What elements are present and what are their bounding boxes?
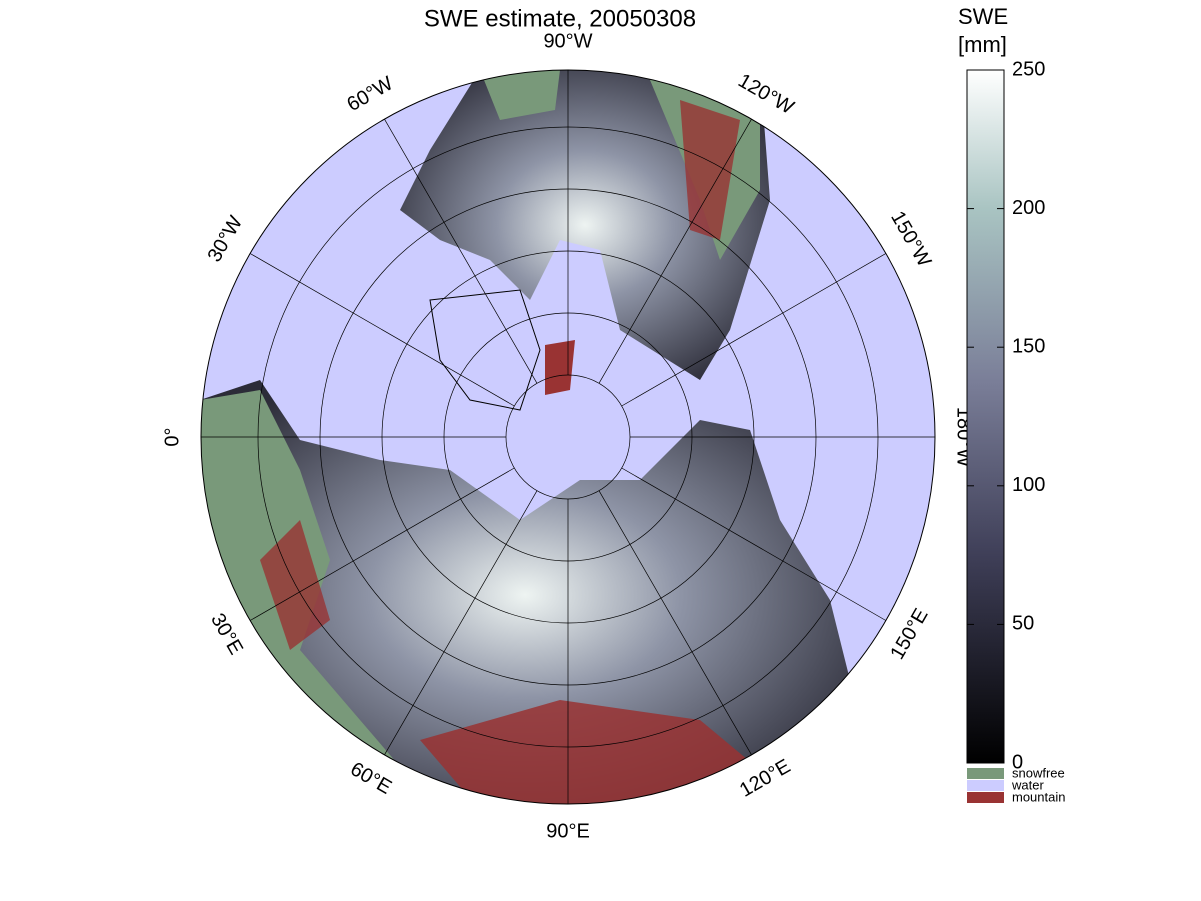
legend-swatch <box>967 792 1004 803</box>
north-america <box>400 70 770 380</box>
map-border <box>200 69 936 805</box>
legend-label: snowfree <box>1012 765 1065 780</box>
colorbar-tick-label: 200 <box>1012 197 1045 219</box>
title: SWE estimate, 20050308 <box>424 5 696 32</box>
colorbar-ramp <box>966 69 1005 764</box>
colorbar-label: [mm] <box>958 32 1007 57</box>
meridian <box>598 490 752 756</box>
meridian-label: 120°E <box>736 755 794 801</box>
meridian-label: 0° <box>161 427 183 446</box>
meridian-label: 150°W <box>886 208 935 271</box>
meridian <box>621 253 887 407</box>
mountain-area <box>420 700 760 804</box>
colorbar-tick-label: 150 <box>1012 335 1045 357</box>
meridian <box>621 467 887 621</box>
colorbar: SWE [mm] 0 50 100 150 200 250 snowfreewatermount… <box>958 4 1065 805</box>
meridian <box>598 118 752 384</box>
mountain-area <box>545 340 575 395</box>
colorbar-tick-label: 100 <box>1012 474 1045 496</box>
meridian-label: 30°E <box>206 610 247 659</box>
meridian-label: 60°E <box>346 758 395 799</box>
legend-label: mountain <box>1012 789 1065 804</box>
colorbar-tick-label: 0 <box>1012 751 1023 773</box>
meridian <box>249 467 515 621</box>
colorbar-tick-label: 250 <box>1012 58 1045 80</box>
graticule <box>201 70 935 804</box>
meridian-label: 60°W <box>343 72 397 116</box>
legend-swatch <box>967 780 1004 791</box>
meridian-label: 120°W <box>734 70 797 119</box>
meridian <box>384 118 538 384</box>
meridian <box>249 253 515 407</box>
legend-swatch <box>967 768 1004 779</box>
legend-label: water <box>1011 777 1044 792</box>
mountain-area <box>680 100 740 240</box>
meridian <box>384 490 538 756</box>
meridian-label: 30°W <box>203 212 247 266</box>
meridian-label: 90°E <box>546 820 590 842</box>
colorbar-label: SWE <box>958 4 1008 29</box>
snowfree-area <box>480 70 560 120</box>
eurasia <box>201 380 850 804</box>
meridian-label: 150°E <box>886 605 932 663</box>
mountain-area <box>260 520 330 650</box>
meridian-label: 90°W <box>543 30 592 52</box>
colorbar-tick-label: 50 <box>1012 613 1034 635</box>
